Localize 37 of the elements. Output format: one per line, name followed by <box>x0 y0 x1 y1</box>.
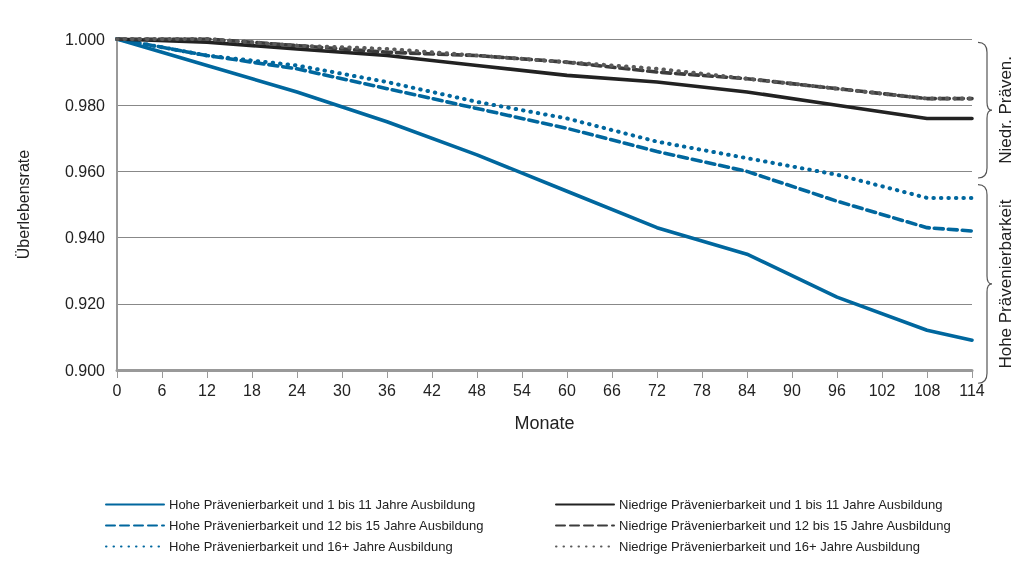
x-tick-label: 102 <box>868 381 896 399</box>
x-tick-label: 66 <box>603 381 621 399</box>
x-tick-label: 6 <box>157 381 167 399</box>
legend-label: Hohe Prävenierbarkeit und 12 bis 15 Jahre Ausbildung <box>169 518 484 533</box>
x-tick-label: 84 <box>738 381 756 399</box>
x-tick-label: 30 <box>333 381 351 399</box>
legend-label: Niedrige Prävenierbarkeit und 16+ Jahre Ausbildung <box>619 539 920 554</box>
y-tick-label: 0.920 <box>64 295 106 313</box>
x-tick-label: 54 <box>513 381 531 399</box>
y-tick-label: 0.980 <box>64 96 106 114</box>
legend-label: Niedrige Prävenierbarkeit und 1 bis 11 Jahre Ausbildung <box>619 497 943 512</box>
line-series <box>115 37 974 101</box>
x-tick-label: 60 <box>558 381 576 399</box>
y-tick-label: 0.960 <box>64 162 106 180</box>
x-axis-title: Monate <box>514 413 575 433</box>
y-axis-title: Überlebensrate <box>14 149 32 260</box>
x-tick-label: 90 <box>783 381 801 399</box>
x-tick-label: 114 <box>959 381 985 399</box>
y-tick-label: 0.940 <box>64 229 106 247</box>
x-tick-label: 72 <box>648 381 666 399</box>
legend-label: Hohe Prävenierbarkeit und 16+ Jahre Ausbildung <box>169 539 453 554</box>
y-tick-label: 0.900 <box>64 361 106 379</box>
x-tick-label: 42 <box>423 381 441 399</box>
legend-label: Niedrige Prävenierbarkeit und 12 bis 15 Jahre Ausbildung <box>619 518 951 533</box>
x-tick-label: 48 <box>468 381 486 399</box>
x-tick-label: 78 <box>693 381 711 399</box>
x-tick-label: 0 <box>112 381 122 399</box>
x-tick-label: 96 <box>828 381 846 399</box>
x-tick-label: 108 <box>913 381 941 399</box>
y-tick-label: 1.000 <box>64 30 106 48</box>
x-tick-label: 12 <box>198 381 216 399</box>
x-tick-label: 36 <box>378 381 396 399</box>
text: Niedr. Präven. <box>996 55 1016 166</box>
x-tick-label: 18 <box>243 381 261 399</box>
x-tick-label: 24 <box>288 381 306 399</box>
legend-label: Hohe Prävenierbarkeit und 1 bis 11 Jahre Ausbildung <box>169 497 476 512</box>
text: Hohe Prävenierbarkeit <box>996 198 1016 371</box>
